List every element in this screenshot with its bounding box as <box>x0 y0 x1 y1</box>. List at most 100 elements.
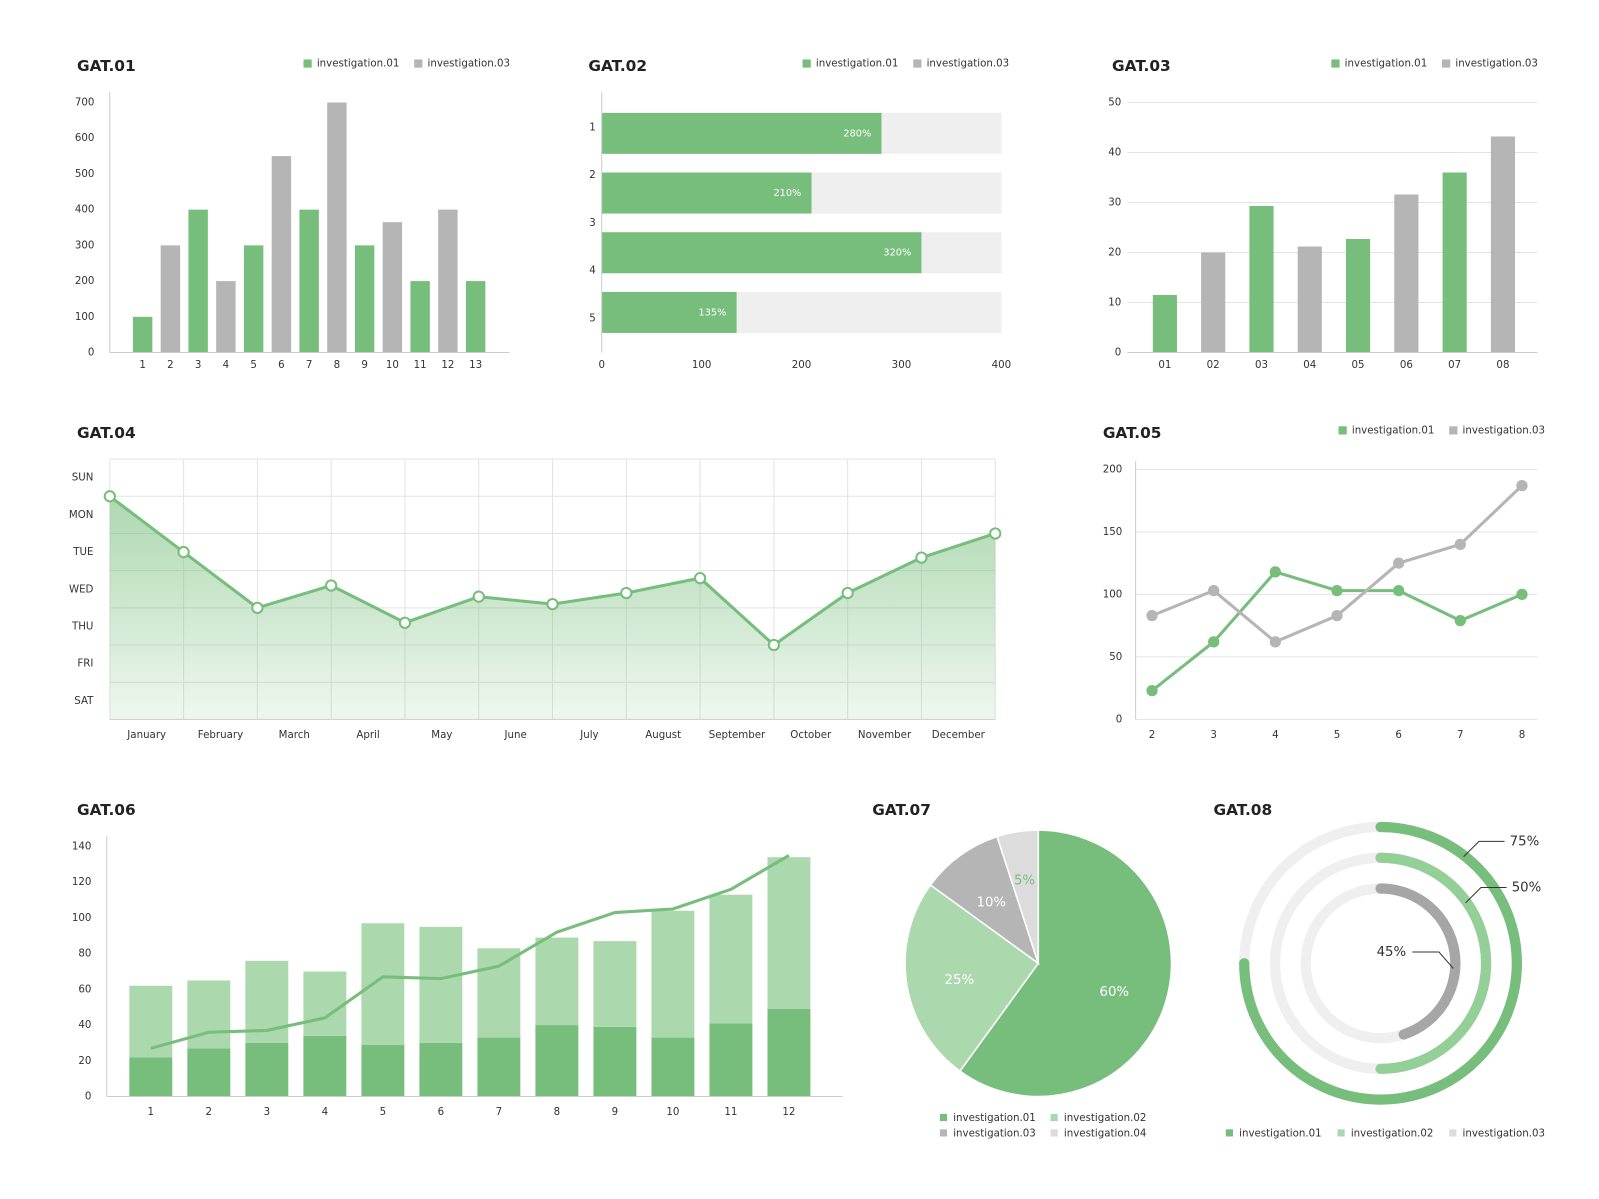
chart-title: GAT.07 <box>872 801 931 819</box>
y-tick-label: 100 <box>75 311 95 323</box>
bar <box>187 1048 231 1097</box>
x-tick-label: 400 <box>992 359 1012 371</box>
y-tick-label: SAT <box>74 695 94 707</box>
x-tick-label: 1 <box>148 1106 155 1118</box>
y-tick-label: 10 <box>1108 297 1121 309</box>
x-tick-label: 3 <box>1210 729 1217 741</box>
legend-label: investigation.03 <box>1463 424 1546 436</box>
slice-label: 5% <box>1014 874 1035 889</box>
point <box>1516 588 1528 601</box>
x-tick-label: 05 <box>1352 359 1365 371</box>
y-tick-label: 30 <box>1108 196 1121 208</box>
point <box>1331 584 1343 597</box>
bar <box>361 923 405 1045</box>
legend-label: investigation.02 <box>1064 1112 1147 1124</box>
x-tick-label: 8 <box>554 1106 561 1118</box>
legend-swatch <box>1331 59 1340 68</box>
bar <box>354 245 375 353</box>
bar <box>129 985 173 1058</box>
legend-swatch <box>1225 1129 1233 1137</box>
x-tick-label: 9 <box>612 1106 619 1118</box>
bar <box>767 1009 811 1097</box>
bar <box>1490 136 1516 353</box>
bar <box>160 245 181 353</box>
x-tick-label: 7 <box>1457 729 1464 741</box>
x-tick-label: 100 <box>692 359 712 371</box>
chart-title: GAT.05 <box>1103 424 1162 442</box>
legend-label: investigation.03 <box>953 1127 1036 1139</box>
slice-label: 25% <box>945 973 975 988</box>
point <box>103 490 116 503</box>
y-tick-label: FRI <box>77 658 93 670</box>
point <box>1269 636 1281 648</box>
y-tick-label: 200 <box>1103 463 1123 475</box>
y-tick-label: 200 <box>75 275 95 287</box>
legend-label: investigation.01 <box>1352 424 1435 436</box>
bar <box>438 209 458 353</box>
legend-label: investigation.02 <box>1351 1127 1434 1139</box>
chart-title: GAT.06 <box>77 801 136 819</box>
y-tick-label: 140 <box>72 840 92 852</box>
point <box>1208 584 1220 597</box>
point <box>251 601 264 614</box>
pie-slice <box>929 835 1040 966</box>
bar <box>535 937 579 1026</box>
x-tick-label: 6 <box>438 1106 445 1118</box>
x-tick-label: April <box>356 729 379 741</box>
ring-label: 75% <box>1510 834 1540 849</box>
x-tick-label: 2 <box>206 1106 213 1118</box>
y-tick-label: 400 <box>75 204 95 216</box>
point <box>1454 614 1466 627</box>
bar <box>361 1044 405 1097</box>
bar <box>1297 246 1322 353</box>
x-tick-label: 08 <box>1496 359 1509 371</box>
bar <box>243 245 264 353</box>
bar <box>303 1035 347 1097</box>
x-tick-label: 4 <box>1272 729 1279 741</box>
x-tick-label: 4 <box>322 1106 329 1118</box>
y-tick-label: 700 <box>75 96 95 108</box>
leader-line <box>1463 840 1505 858</box>
line <box>150 854 790 1050</box>
x-tick-label: 3 <box>195 359 202 371</box>
x-tick-label: 5 <box>1334 729 1341 741</box>
bar <box>1201 252 1226 353</box>
point <box>1146 609 1158 622</box>
point <box>915 551 928 564</box>
point <box>841 586 854 600</box>
legend-label: investigation.03 <box>1455 58 1538 70</box>
y-tick-label: 3 <box>589 217 596 229</box>
y-tick-label: 50 <box>1109 651 1122 663</box>
bar <box>767 857 811 1010</box>
point <box>1516 479 1528 492</box>
y-tick-label: 20 <box>1108 247 1121 259</box>
bar-value-label: 135% <box>699 307 727 318</box>
x-tick-label: 2 <box>167 359 174 371</box>
chart-title: GAT.08 <box>1214 801 1273 819</box>
legend-label: investigation.01 <box>1345 58 1428 70</box>
legend-swatch <box>1337 1129 1345 1137</box>
ring-arc <box>1239 821 1522 1105</box>
bar-value-label: 210% <box>773 188 801 199</box>
x-tick-label: 8 <box>1519 729 1526 741</box>
bar <box>601 112 882 154</box>
bar <box>132 316 153 353</box>
y-tick-label: SUN <box>72 472 94 484</box>
legend-label: investigation.03 <box>1463 1127 1546 1139</box>
y-tick-label: 100 <box>1103 588 1123 600</box>
x-tick-label: December <box>932 729 986 741</box>
bar <box>709 1023 753 1097</box>
slice-label: 10% <box>976 896 1006 911</box>
point <box>325 579 338 592</box>
bar <box>601 232 922 274</box>
x-tick-label: 07 <box>1448 359 1461 371</box>
y-tick-label: 2 <box>589 169 596 181</box>
x-tick-label: 01 <box>1158 359 1171 371</box>
legend-swatch <box>802 59 811 68</box>
point <box>177 545 190 559</box>
point <box>693 571 707 585</box>
point <box>1208 636 1220 648</box>
y-tick-label: MON <box>69 509 94 521</box>
x-tick-label: June <box>503 729 526 741</box>
y-tick-label: TUE <box>72 546 93 558</box>
